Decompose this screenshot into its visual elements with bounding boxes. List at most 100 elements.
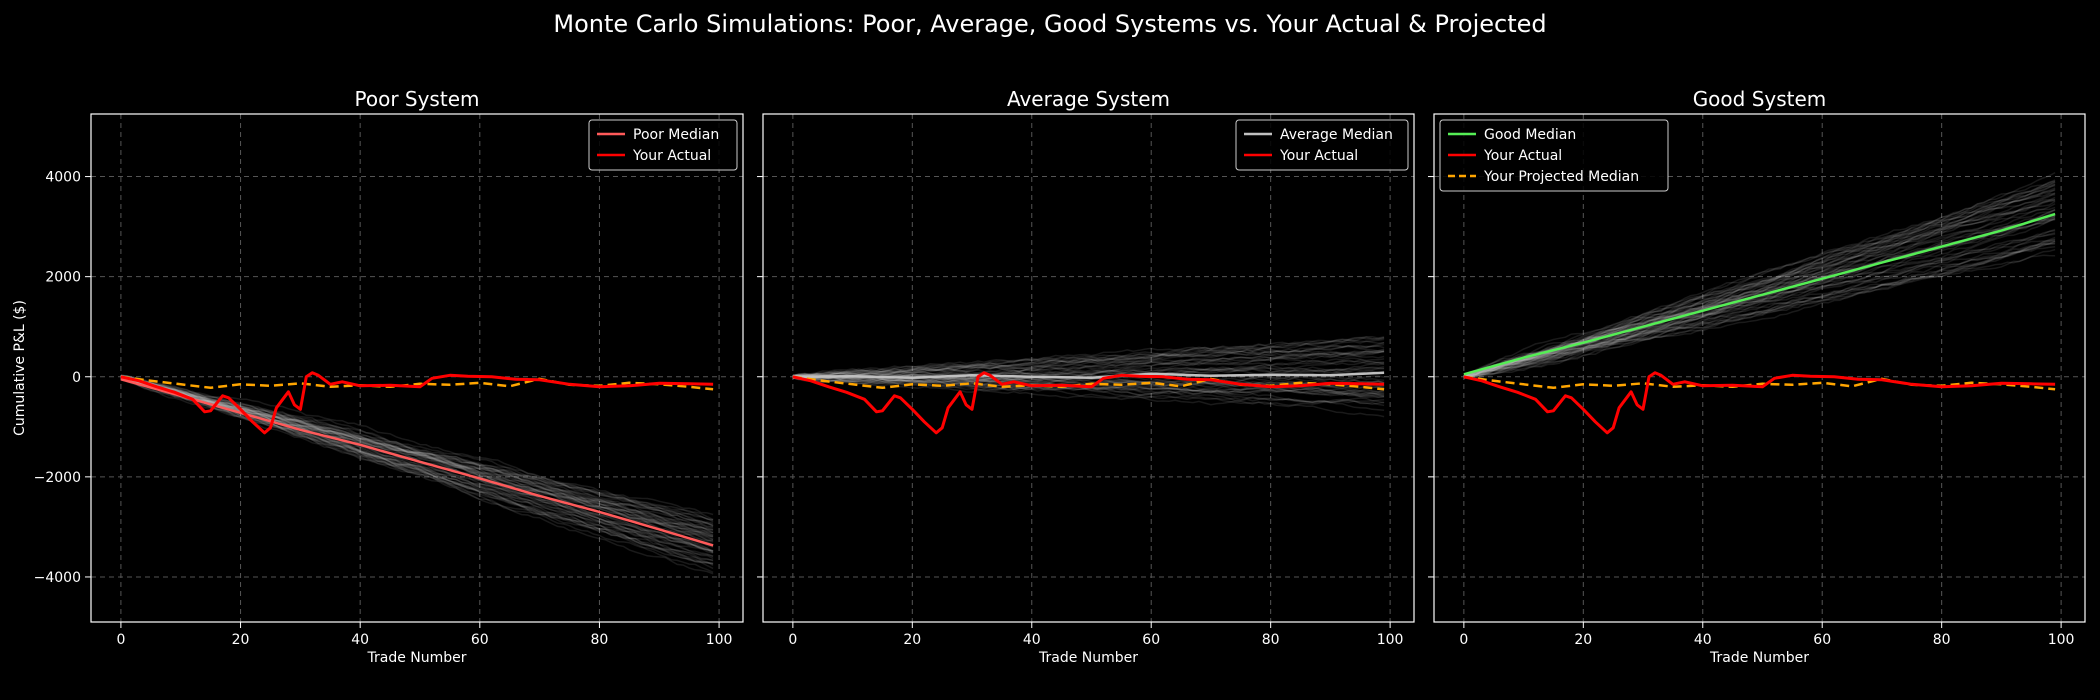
simulation-path	[120, 375, 714, 570]
x-tick-label: 100	[2048, 632, 2075, 648]
simulation-path	[120, 376, 714, 538]
simulation-path	[792, 336, 1385, 377]
plot-area	[1463, 171, 2056, 435]
simulation-path	[1463, 236, 2056, 379]
simulation-path	[120, 376, 714, 561]
simulation-path	[1463, 187, 2056, 379]
simulation-path	[792, 366, 1385, 385]
simulation-path	[792, 366, 1385, 382]
simulation-path	[1463, 179, 2056, 376]
simulation-path	[792, 375, 1385, 412]
x-tick-label: 60	[1813, 632, 1831, 648]
x-tick-label: 0	[788, 632, 797, 648]
x-tick-label: 40	[1694, 632, 1712, 648]
figure-title: Monte Carlo Simulations: Poor, Average, …	[553, 10, 1546, 38]
x-tick-label: 60	[471, 632, 489, 648]
x-tick-label: 80	[1933, 632, 1951, 648]
simulation-path	[792, 376, 1385, 393]
x-tick-label: 80	[1262, 632, 1280, 648]
simulation-path	[120, 376, 714, 523]
x-tick-label: 80	[591, 632, 609, 648]
simulation-path	[120, 374, 714, 530]
simulation-path	[1463, 228, 2056, 379]
legend-label: Your Actual	[632, 148, 711, 164]
simulation-path	[1463, 238, 2056, 377]
series-line-median	[1463, 212, 2056, 376]
plot-area	[120, 371, 714, 575]
simulation-path	[1463, 254, 2056, 379]
series-line-projected	[120, 375, 714, 391]
simulation-path	[120, 376, 714, 553]
simulation-path	[792, 373, 1385, 386]
simulation-path	[1463, 214, 2056, 376]
simulation-path	[120, 374, 714, 528]
simulation-path	[1463, 233, 2056, 378]
panel-title: Poor System	[355, 87, 480, 111]
simulation-path	[792, 344, 1385, 379]
simulation-path	[1463, 239, 2056, 378]
simulation-path	[120, 374, 714, 554]
simulation-path	[792, 347, 1385, 379]
simulation-path	[792, 350, 1385, 379]
chart-panel-1: 0 20 40 60 80 100 −4000 −2000 0 2000 4000 Poor Syst…	[12, 87, 744, 666]
simulation-path	[1463, 212, 2056, 378]
series-line-actual	[1463, 371, 2056, 435]
axes-frame	[1433, 113, 2086, 623]
series-line-median	[792, 371, 1385, 380]
simulation-path	[1463, 181, 2056, 379]
simulation-path	[1463, 248, 2056, 379]
x-tick-label: 40	[351, 632, 369, 648]
simulation-path	[792, 365, 1385, 382]
simulation-path	[120, 375, 714, 543]
simulation-path	[120, 376, 714, 527]
simulation-path	[792, 367, 1385, 382]
simulation-path	[792, 336, 1385, 379]
legend-label: Your Actual	[1279, 148, 1358, 164]
simulation-path	[120, 377, 714, 531]
axes-frame	[90, 113, 744, 623]
simulation-path	[1463, 218, 2056, 378]
legend-label: Good Median	[1484, 127, 1576, 143]
simulation-path	[1463, 189, 2056, 377]
simulation-path	[120, 376, 714, 524]
simulation-path	[1463, 200, 2056, 376]
legend-label: Your Projected Median	[1483, 169, 1639, 185]
simulation-path	[120, 376, 714, 521]
simulation-path	[792, 354, 1385, 378]
x-tick-label: 100	[1377, 632, 1404, 648]
axes-frame	[762, 113, 1415, 623]
simulation-path	[792, 344, 1385, 379]
x-tick-label: 0	[116, 632, 125, 648]
y-tick-label: 2000	[45, 270, 81, 286]
simulation-path	[792, 374, 1385, 404]
x-tick-label: 0	[1459, 632, 1468, 648]
x-tick-label: 60	[1142, 632, 1160, 648]
legend-label: Poor Median	[633, 127, 719, 143]
x-axis-label: Trade Number	[1038, 650, 1138, 666]
y-tick-label: −4000	[34, 570, 81, 586]
x-tick-label: 20	[1574, 632, 1592, 648]
x-tick-label: 20	[232, 632, 250, 648]
x-tick-label: 20	[903, 632, 921, 648]
simulation-path	[120, 374, 714, 538]
legend-label: Average Median	[1280, 127, 1393, 143]
y-tick-label: 0	[72, 370, 81, 386]
legend-label: Your Actual	[1483, 148, 1562, 164]
series-line-projected	[792, 375, 1385, 391]
simulation-path	[792, 341, 1385, 377]
simulation-path	[120, 375, 714, 557]
simulation-path	[1463, 192, 2056, 378]
simulation-path	[1463, 180, 2056, 379]
chart-panel-3: 0 20 40 60 80 100 Good System Trade Number Good …	[1428, 87, 2086, 666]
simulation-path	[792, 374, 1385, 405]
simulation-path	[1463, 240, 2056, 378]
simulation-path	[1463, 242, 2056, 378]
legend: Good Median Your Actual Your Projected Med…	[1439, 119, 1669, 192]
panel-title: Good System	[1693, 87, 1827, 111]
legend-box	[1235, 119, 1409, 171]
simulation-path	[120, 374, 714, 558]
simulation-path	[120, 375, 714, 542]
x-tick-label: 40	[1023, 632, 1041, 648]
simulation-path	[792, 356, 1385, 378]
